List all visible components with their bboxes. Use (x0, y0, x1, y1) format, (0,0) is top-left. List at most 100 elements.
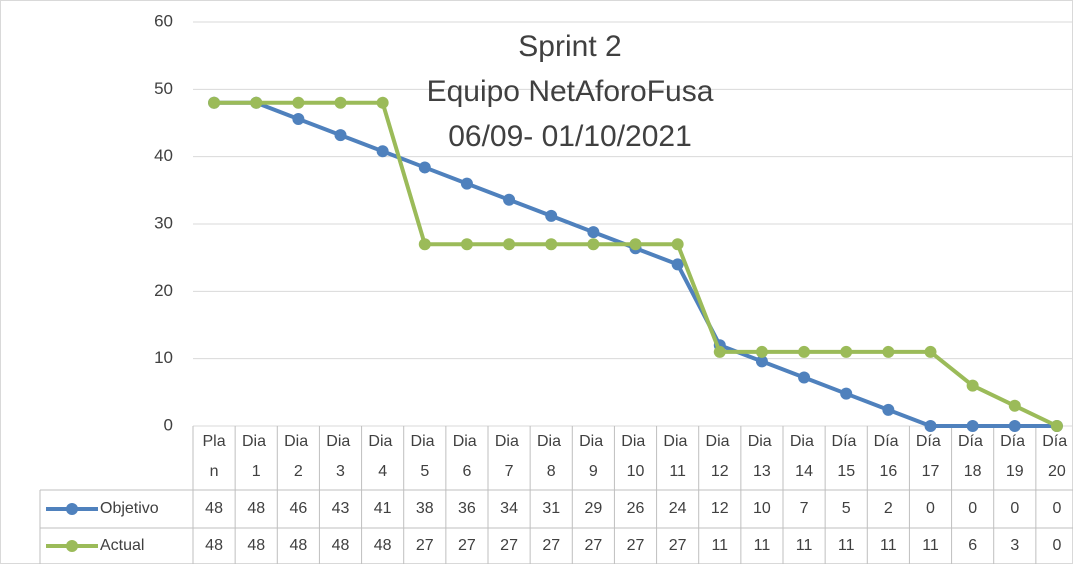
table-value: 48 (247, 537, 265, 554)
point (250, 96, 263, 109)
table-value: 48 (289, 537, 307, 554)
table-value: 48 (205, 500, 223, 517)
table-value: 27 (416, 537, 434, 554)
point (882, 345, 895, 358)
legend-key-marker (66, 540, 78, 552)
table-value: 27 (500, 537, 518, 554)
table-value: 27 (542, 537, 560, 554)
y-tick-label: 60 (154, 11, 173, 30)
table-value: 11 (838, 537, 855, 554)
x-tick-label: Dia 5 (411, 433, 439, 480)
point (208, 96, 221, 109)
point (503, 238, 516, 251)
table-value: 12 (711, 500, 729, 517)
point (545, 238, 558, 251)
table-value: 27 (584, 537, 602, 554)
table-value: 34 (500, 500, 518, 517)
table-value: 41 (374, 500, 392, 517)
y-tick-label: 0 (164, 415, 173, 434)
table-value: 0 (926, 500, 935, 517)
point (1008, 399, 1021, 412)
legend-label: Actual (100, 537, 144, 554)
x-tick-label: Dia 8 (537, 433, 565, 480)
table-value: 10 (753, 500, 771, 517)
point (629, 238, 642, 251)
point (924, 345, 937, 358)
chart-title: Equipo NetAforoFusa (427, 75, 714, 108)
legend-key-marker (66, 503, 78, 515)
x-tick-label: Dia 2 (284, 433, 312, 480)
x-tick-label: Día 16 (874, 433, 903, 480)
x-tick-label: Dia 6 (453, 433, 481, 480)
table-value: 24 (669, 500, 687, 517)
point (671, 238, 684, 251)
table-value: 46 (289, 500, 307, 517)
x-tick-label: Dia 3 (326, 433, 354, 480)
x-tick-label: Día 19 (1000, 433, 1029, 480)
point (1050, 420, 1063, 432)
table-value: 36 (458, 500, 476, 517)
point (924, 420, 937, 432)
point (503, 193, 516, 206)
point (334, 129, 347, 142)
table-value: 48 (205, 537, 223, 554)
table-value: 29 (584, 500, 602, 517)
x-tick-label: Día 17 (916, 433, 945, 480)
point (713, 345, 726, 358)
table-value: 0 (1052, 537, 1061, 554)
y-tick-label: 10 (154, 348, 173, 367)
y-tick-label: 30 (154, 213, 173, 232)
y-tick-label: 40 (154, 146, 173, 165)
x-tick-label: Dia 9 (579, 433, 607, 480)
table-value: 26 (627, 500, 645, 517)
table-value: 0 (1052, 500, 1061, 517)
point (966, 379, 979, 392)
point (545, 209, 558, 222)
table-value: 27 (627, 537, 645, 554)
table-value: 0 (968, 500, 977, 517)
point (755, 345, 768, 358)
x-tick-label: Dia 1 (242, 433, 270, 480)
x-tick-label: Dia 12 (706, 433, 734, 480)
legend-label: Objetivo (100, 500, 159, 517)
y-tick-label: 20 (154, 281, 173, 300)
x-tick-label: Dia 10 (621, 433, 649, 480)
point (755, 355, 768, 368)
point (671, 258, 684, 271)
x-tick-label: Pla n (203, 433, 226, 480)
table-value: 27 (669, 537, 687, 554)
point (840, 387, 853, 400)
table-value: 5 (842, 500, 851, 517)
point (798, 345, 811, 358)
point (376, 145, 389, 158)
point (966, 420, 979, 432)
table-value: 48 (332, 537, 350, 554)
point (840, 345, 853, 358)
chart-title: Sprint 2 (518, 30, 621, 63)
chart-title: 06/09- 01/10/2021 (448, 120, 692, 153)
table-value: 11 (796, 537, 813, 554)
table-value: 11 (754, 537, 771, 554)
table-value: 38 (416, 500, 434, 517)
table-value: 48 (247, 500, 265, 517)
table-value: 6 (968, 537, 977, 554)
table-value: 7 (800, 500, 809, 517)
point (418, 238, 431, 251)
point (882, 403, 895, 416)
table-value: 27 (458, 537, 476, 554)
table-value: 31 (542, 500, 560, 517)
table-value: 2 (884, 500, 893, 517)
point (798, 371, 811, 384)
point (587, 226, 600, 239)
table-value: 43 (332, 500, 350, 517)
point (1008, 420, 1021, 432)
x-tick-label: Día 20 (1042, 433, 1071, 480)
point (460, 177, 473, 190)
table-value: 11 (922, 537, 939, 554)
point (292, 96, 305, 109)
point (292, 112, 305, 125)
x-tick-label: Dia 11 (663, 433, 691, 480)
table-value: 48 (374, 537, 392, 554)
y-tick-label: 50 (154, 79, 173, 98)
